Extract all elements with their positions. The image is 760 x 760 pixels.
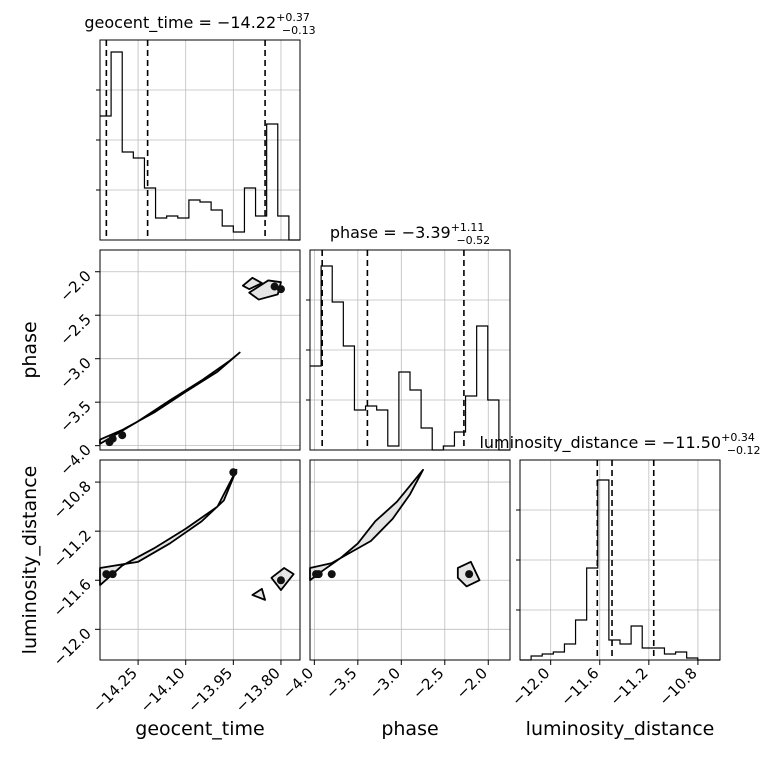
x-axis-label: geocent_time (135, 718, 264, 740)
histogram-step (100, 51, 300, 241)
y-axis-label: luminosity_distance (19, 466, 41, 655)
density-peak (276, 285, 285, 294)
panel-title: phase = −3.39+1.11 −0.52 (330, 221, 490, 247)
density-peak (270, 282, 279, 291)
density-peak (118, 431, 127, 440)
panel-frame (99, 249, 301, 451)
title-median: −3.39 (402, 223, 451, 242)
title-plus: +0.37 (276, 11, 310, 24)
title-minus: −0.12 (727, 444, 760, 457)
y-axis-label: phase (19, 321, 41, 378)
title-prefix: geocent_time = (84, 13, 217, 33)
x-axis-label: luminosity_distance (526, 718, 715, 740)
density-peak (276, 576, 285, 585)
panel-frame (99, 39, 301, 241)
contour-line (241, 276, 263, 291)
panel-frame (309, 249, 511, 451)
density-peak (314, 570, 323, 579)
density-peak (102, 570, 111, 579)
contour-line (99, 468, 238, 587)
panel-title: luminosity_distance = −11.50+0.34 −0.12 (479, 431, 760, 457)
density-peak (465, 570, 474, 579)
contour-line (99, 351, 241, 445)
density-peak (108, 434, 117, 443)
histogram-step (310, 265, 510, 451)
title-minus: −0.13 (282, 24, 316, 37)
title-median: −14.22 (217, 13, 276, 32)
contour-line (251, 587, 266, 601)
panels (95, 39, 721, 665)
density-peak (108, 570, 117, 579)
x-axis-label: phase (381, 718, 438, 740)
panel-frame (519, 459, 721, 661)
title-minus: −0.52 (456, 234, 490, 247)
title-prefix: luminosity_distance = (479, 433, 661, 453)
density-peak (327, 570, 336, 579)
title-plus: +0.34 (721, 431, 755, 444)
title-prefix: phase = (330, 223, 402, 242)
panel-title: geocent_time = −14.22+0.37 −0.13 (84, 11, 315, 37)
title-plus: +1.11 (451, 221, 485, 234)
histogram-step (520, 479, 720, 661)
title-median: −11.50 (662, 433, 721, 452)
panel-frame (309, 459, 511, 661)
density-peak (229, 468, 238, 477)
contour-line (309, 468, 424, 582)
panel-frame (99, 459, 301, 661)
